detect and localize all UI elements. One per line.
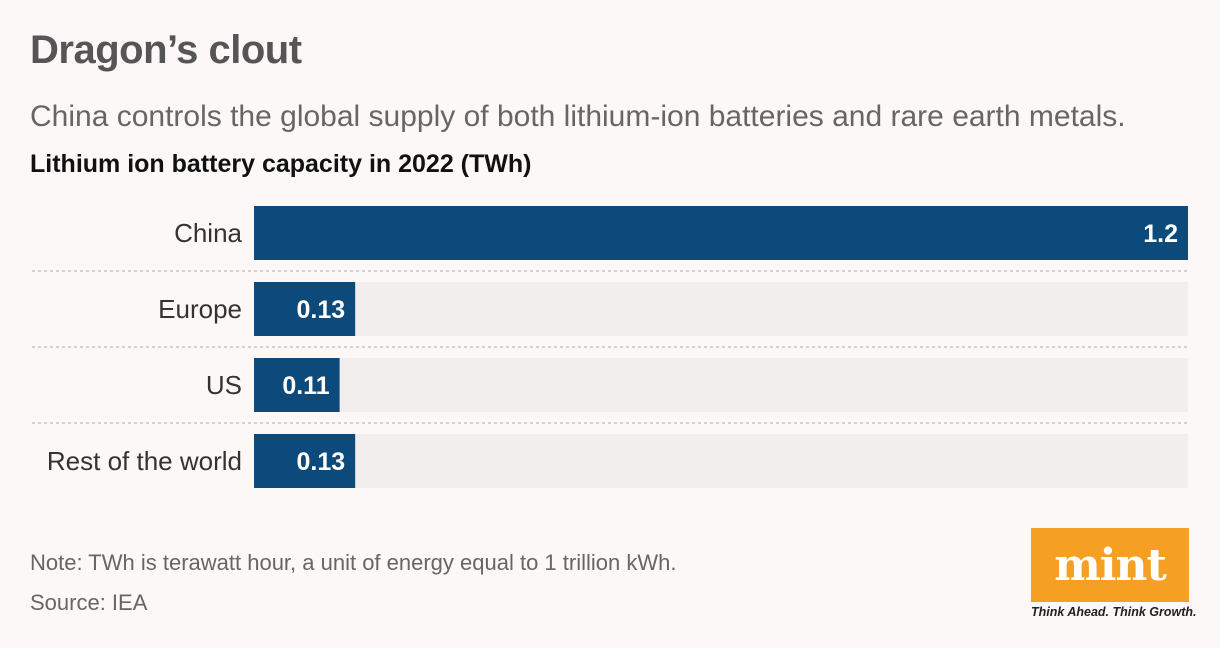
value-label-rest-of-the-world: 0.13 <box>297 448 346 476</box>
bar-track-us <box>254 358 1188 412</box>
mint-logo: mint <box>1031 528 1189 602</box>
chart-heading: Lithium ion battery capacity in 2022 (TW… <box>30 150 532 178</box>
bar-track-rest-of-the-world <box>254 434 1188 488</box>
value-label-europe: 0.13 <box>297 296 346 324</box>
bar-track-europe <box>254 282 1188 336</box>
chart-subtitle: China controls the global supply of both… <box>30 100 1126 133</box>
bar-chart: China 1.2 Europe 0.13 US 0.11 Rest of the worl… <box>32 206 1188 488</box>
category-label-rest-of-the-world: Rest of the world <box>47 446 242 476</box>
value-label-china: 1.2 <box>1143 220 1178 248</box>
chart-title: Dragon’s clout <box>30 28 302 72</box>
bar-europe <box>254 282 356 336</box>
logo-tagline: Think Ahead. Think Growth. <box>1031 605 1197 619</box>
bar-us <box>254 358 340 412</box>
value-label-us: 0.11 <box>282 372 329 400</box>
footnote: Note: TWh is terawatt hour, a unit of en… <box>30 550 677 575</box>
source-note: Source: IEA <box>30 590 148 615</box>
category-label-us: US <box>206 370 242 400</box>
category-label-china: China <box>174 218 242 248</box>
bar-china <box>254 206 1188 260</box>
bar-rest-of-the-world <box>254 434 356 488</box>
category-label-europe: Europe <box>158 294 242 324</box>
logo-wordmark: mint <box>1054 539 1167 591</box>
